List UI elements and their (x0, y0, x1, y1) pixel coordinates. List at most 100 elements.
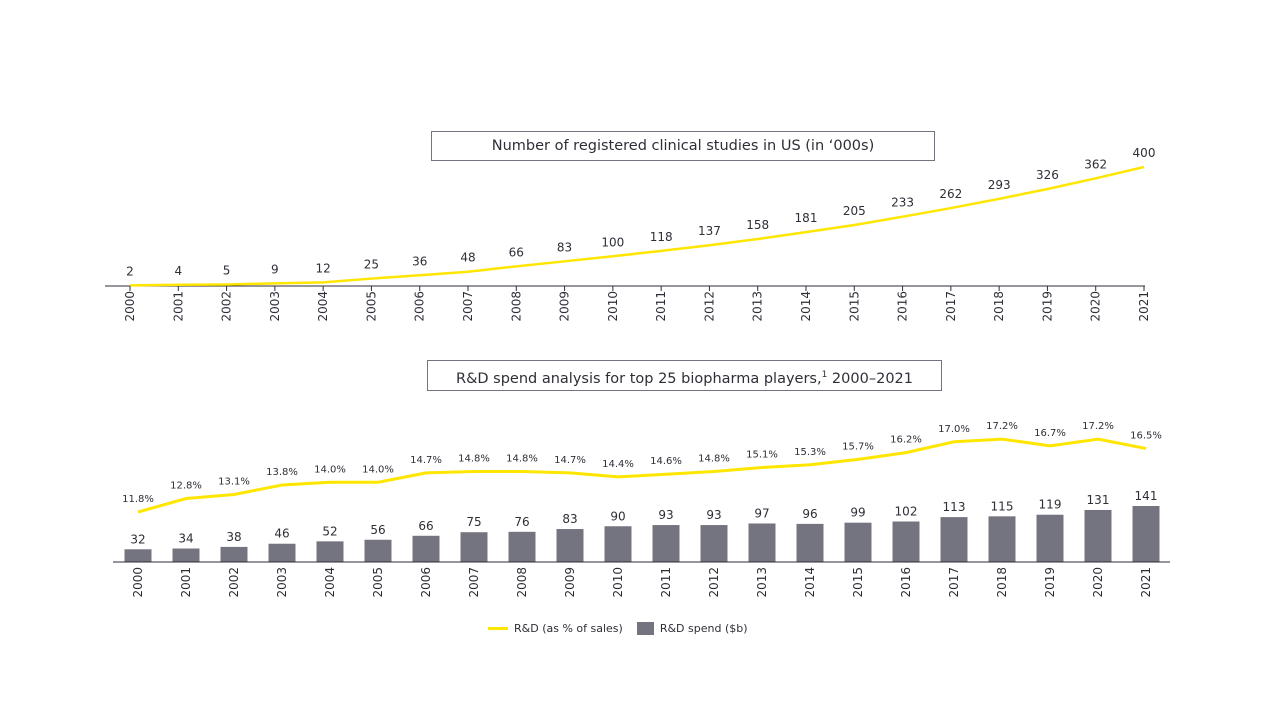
data-label: 233 (891, 196, 914, 210)
legend-line-label: R&D (as % of sales) (514, 622, 623, 635)
x-tick-label: 2014 (803, 567, 817, 598)
bar-value-label: 34 (178, 531, 193, 545)
bar-value-label: 119 (1039, 498, 1062, 512)
bar (1132, 506, 1160, 562)
legend-bar-swatch (636, 622, 654, 635)
x-tick-label: 2002 (227, 567, 241, 598)
bar-value-label: 141 (1135, 489, 1158, 503)
data-label: 5 (223, 264, 231, 278)
bar-value-label: 90 (610, 509, 625, 523)
legend: R&D (as % of sales) R&D spend ($b) (488, 622, 748, 635)
line-value-label: 17.2% (1082, 421, 1114, 432)
x-tick-label: 2005 (364, 291, 378, 322)
bar (556, 529, 584, 562)
bar-value-label: 32 (130, 532, 145, 546)
line-value-label: 15.1% (746, 449, 778, 460)
bar (604, 526, 632, 562)
data-label: 293 (988, 178, 1011, 192)
bar (124, 549, 152, 562)
line-value-label: 14.7% (410, 455, 442, 466)
line-value-label: 13.8% (266, 467, 298, 478)
data-label: 36 (412, 254, 427, 268)
x-tick-label: 2009 (563, 567, 577, 598)
bar (700, 525, 728, 562)
x-tick-label: 2012 (707, 567, 721, 598)
bar-value-label: 93 (706, 508, 721, 522)
line-value-label: 17.2% (986, 421, 1018, 432)
bar-value-label: 131 (1087, 493, 1110, 507)
series-line-rd-percent (137, 437, 1147, 514)
x-tick-label: 2000 (123, 291, 137, 322)
bar (508, 531, 536, 562)
x-tick-label: 2016 (899, 567, 913, 598)
x-tick-label: 2021 (1137, 291, 1151, 322)
x-tick-label: 2018 (992, 291, 1006, 322)
bar (796, 523, 824, 562)
data-label: 48 (460, 251, 475, 265)
x-tick-label: 2011 (654, 291, 668, 322)
x-tick-label: 2006 (419, 567, 433, 598)
title-years: 2000–2021 (827, 370, 913, 387)
x-tick-label: 2000 (131, 567, 145, 598)
data-label: 2 (126, 264, 134, 278)
line-value-label: 15.3% (794, 447, 826, 458)
legend-bar-label: R&D spend ($b) (659, 622, 748, 635)
x-tick-label: 2016 (896, 291, 910, 322)
data-label: 83 (557, 240, 572, 254)
data-label: 100 (601, 235, 624, 249)
line-value-label: 16.5% (1130, 431, 1162, 442)
line-value-label: 16.2% (890, 435, 922, 446)
bar (652, 525, 680, 562)
x-tick-label: 2012 (702, 291, 716, 322)
legend-line-swatch (488, 627, 508, 630)
data-label: 4 (174, 264, 182, 278)
line-value-label: 13.1% (218, 476, 250, 487)
line-value-label: 14.8% (458, 454, 490, 465)
line-value-label: 16.7% (1034, 428, 1066, 439)
bar-value-label: 99 (850, 506, 865, 520)
x-tick-label: 2017 (947, 567, 961, 598)
x-tick-label: 2021 (1139, 567, 1153, 598)
bar-value-label: 56 (370, 523, 385, 537)
x-tick-label: 2003 (275, 567, 289, 598)
bar (268, 543, 296, 562)
bar (460, 532, 488, 562)
line-value-label: 14.4% (602, 459, 634, 470)
data-label: 12 (316, 261, 331, 275)
x-tick-label: 2001 (171, 291, 185, 322)
bar-value-label: 96 (802, 507, 817, 521)
bar (1036, 514, 1064, 562)
bar (412, 535, 440, 562)
bar (892, 521, 920, 562)
data-label: 9 (271, 262, 279, 276)
x-tick-label: 2013 (751, 291, 765, 322)
chart-title-clinical-studies: Number of registered clinical studies in… (431, 131, 935, 161)
bar (940, 517, 968, 562)
bar-value-label: 113 (943, 500, 966, 514)
x-tick-label: 2001 (179, 567, 193, 598)
x-tick-label: 2011 (659, 567, 673, 598)
data-label: 25 (364, 258, 379, 272)
x-tick-label: 2015 (851, 567, 865, 598)
x-tick-label: 2006 (413, 291, 427, 322)
data-label: 158 (746, 218, 769, 232)
line-value-label: 14.8% (698, 454, 730, 465)
bar-value-label: 102 (895, 504, 918, 518)
x-tick-label: 2010 (606, 291, 620, 322)
line-value-label: 17.0% (938, 424, 970, 435)
x-tick-label: 2008 (509, 291, 523, 322)
x-tick-label: 2020 (1089, 291, 1103, 322)
data-label: 362 (1084, 157, 1107, 171)
bar (316, 541, 344, 562)
x-tick-label: 2018 (995, 567, 1009, 598)
bar (220, 546, 248, 562)
bar-value-label: 52 (322, 524, 337, 538)
bar-value-label: 66 (418, 519, 433, 533)
bar-value-label: 46 (274, 527, 289, 541)
line-value-label: 15.7% (842, 441, 874, 452)
x-tick-label: 2003 (268, 291, 282, 322)
bar-value-label: 97 (754, 506, 769, 520)
bar-value-label: 93 (658, 508, 673, 522)
title-text: R&D spend analysis for top 25 biopharma … (456, 370, 822, 387)
